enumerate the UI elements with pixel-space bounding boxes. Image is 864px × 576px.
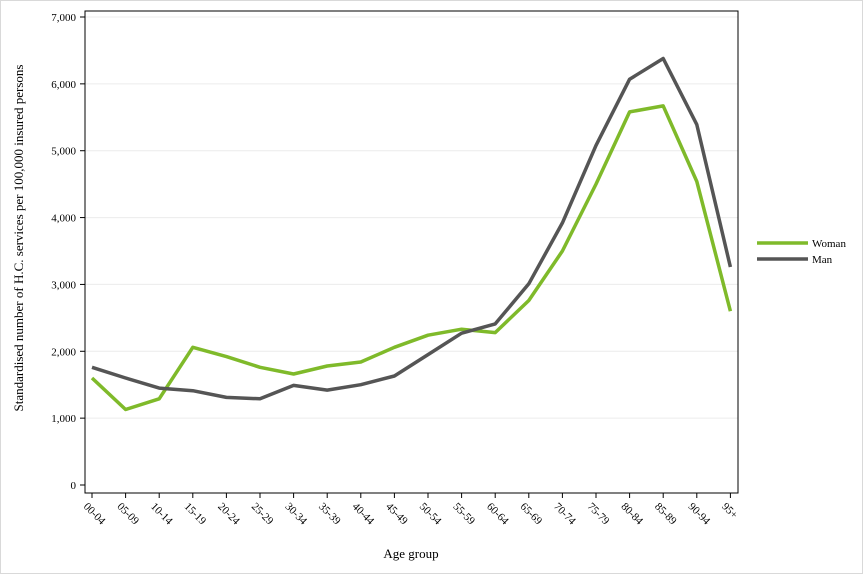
- y-tick-label: 2,000: [51, 346, 76, 358]
- x-tick-label: 00-04: [81, 501, 108, 528]
- x-tick-label: 95+: [719, 501, 740, 522]
- y-axis-title: Standardised number of H.C. services per…: [11, 65, 26, 412]
- series-lines: [90, 56, 733, 412]
- x-tick-label: 35-39: [316, 501, 343, 528]
- x-tick-label: 60-64: [484, 501, 511, 528]
- x-axis-title: Age group: [383, 546, 438, 561]
- y-tick-label: 1,000: [51, 413, 76, 425]
- x-tick-label: 45-49: [383, 501, 410, 528]
- y-tick-label: 0: [71, 480, 77, 492]
- series-line-woman: [90, 104, 733, 412]
- x-tick-label: 75-79: [585, 501, 612, 528]
- x-tick-label: 25-29: [249, 501, 276, 528]
- x-tick-label: 10-14: [148, 501, 175, 528]
- y-tick-label: 6,000: [51, 79, 76, 91]
- x-tick-label: 85-89: [652, 501, 679, 528]
- x-tick-label: 40-44: [350, 501, 377, 528]
- x-tick-label: 70-74: [551, 501, 578, 528]
- series-line-man: [91, 56, 733, 401]
- plot-area-border: [84, 10, 739, 494]
- legend: Woman Man: [757, 238, 846, 266]
- x-tick-label: 80-84: [618, 501, 645, 528]
- y-tick-label: 3,000: [51, 279, 76, 291]
- y-axis: 0 1,000 2,000 3,000 4,000 5,000 6,000 7,000: [51, 12, 85, 492]
- gridlines: [85, 16, 738, 419]
- x-tick-label: 50-54: [417, 501, 444, 528]
- y-tick-label: 7,000: [51, 12, 76, 24]
- x-tick-label: 90-94: [686, 501, 713, 528]
- x-tick-label: 65-69: [518, 501, 545, 528]
- x-tick-label: 30-34: [282, 501, 309, 528]
- x-tick-label: 20-24: [215, 501, 242, 528]
- y-tick-label: 5,000: [51, 146, 76, 158]
- x-tick-label: 05-09: [114, 501, 141, 528]
- y-tick-label: 4,000: [51, 213, 76, 225]
- legend-label-woman: Woman: [812, 238, 846, 250]
- legend-label-man: Man: [812, 254, 833, 266]
- x-tick-label: 15-19: [182, 501, 209, 528]
- x-axis: 00-04 05-09 10-14 15-19 20-24 25-29 30-34 35-39…: [81, 493, 740, 528]
- x-tick-label: 55-59: [450, 501, 477, 528]
